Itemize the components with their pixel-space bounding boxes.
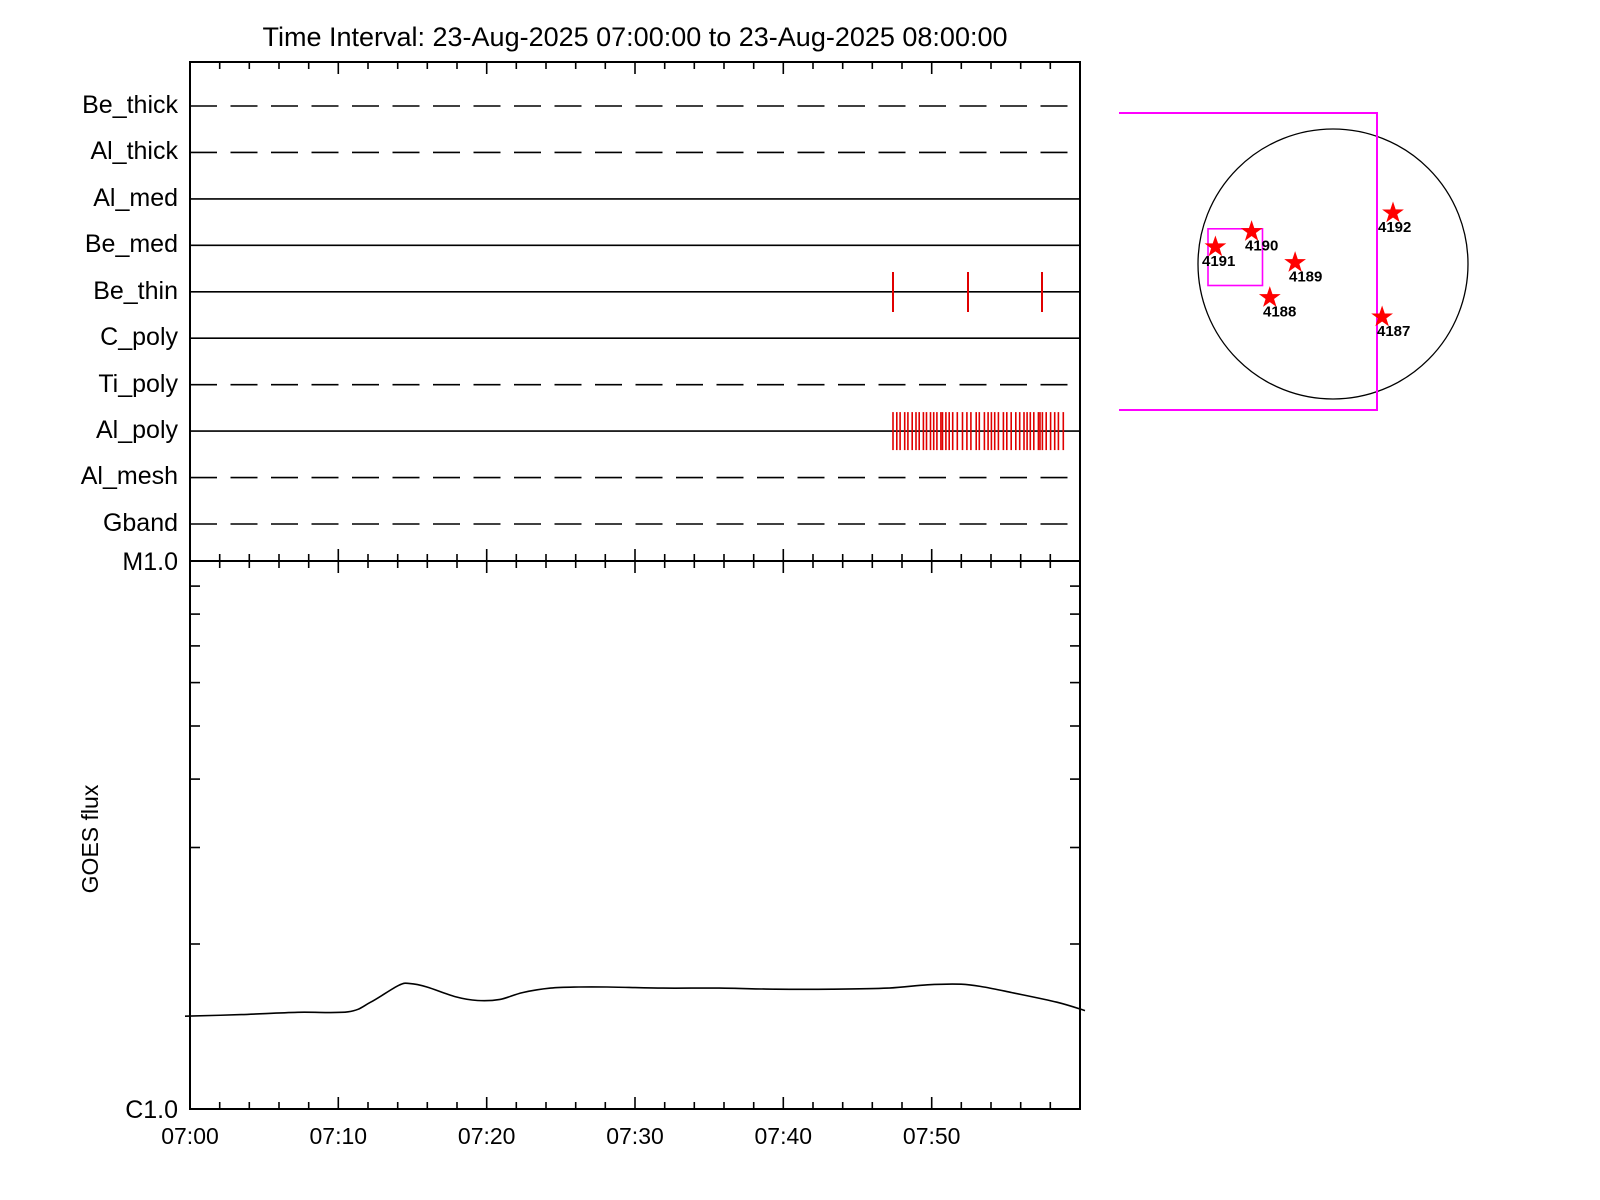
svg-text:Be_thick: Be_thick <box>82 91 178 119</box>
svg-text:07:20: 07:20 <box>458 1123 516 1149</box>
svg-text:Be_thin: Be_thin <box>93 277 178 305</box>
svg-text:Be_med: Be_med <box>85 230 178 258</box>
svg-text:4192: 4192 <box>1378 219 1411 236</box>
svg-text:C1.0: C1.0 <box>125 1096 178 1124</box>
svg-text:07:50: 07:50 <box>903 1123 961 1149</box>
svg-text:Al_med: Al_med <box>93 184 178 212</box>
svg-text:07:00: 07:00 <box>161 1123 219 1149</box>
svg-text:07:30: 07:30 <box>606 1123 664 1149</box>
svg-text:Al_mesh: Al_mesh <box>81 462 178 490</box>
svg-text:M1.0: M1.0 <box>122 548 178 576</box>
svg-text:07:10: 07:10 <box>310 1123 368 1149</box>
svg-text:GOES flux: GOES flux <box>77 784 103 893</box>
svg-text:Time Interval: 23-Aug-2025 07:: Time Interval: 23-Aug-2025 07:00:00 to 2… <box>262 22 1007 52</box>
svg-text:Al_thick: Al_thick <box>90 137 178 165</box>
svg-text:4190: 4190 <box>1245 238 1278 255</box>
svg-text:C_poly: C_poly <box>100 323 178 351</box>
svg-text:4191: 4191 <box>1202 253 1235 270</box>
svg-text:4189: 4189 <box>1289 269 1322 286</box>
svg-text:Ti_poly: Ti_poly <box>98 370 178 398</box>
svg-text:4188: 4188 <box>1263 304 1296 321</box>
svg-text:Gband: Gband <box>103 509 178 537</box>
svg-text:4187: 4187 <box>1377 323 1410 340</box>
svg-text:Al_poly: Al_poly <box>96 416 178 444</box>
svg-text:07:40: 07:40 <box>755 1123 813 1149</box>
